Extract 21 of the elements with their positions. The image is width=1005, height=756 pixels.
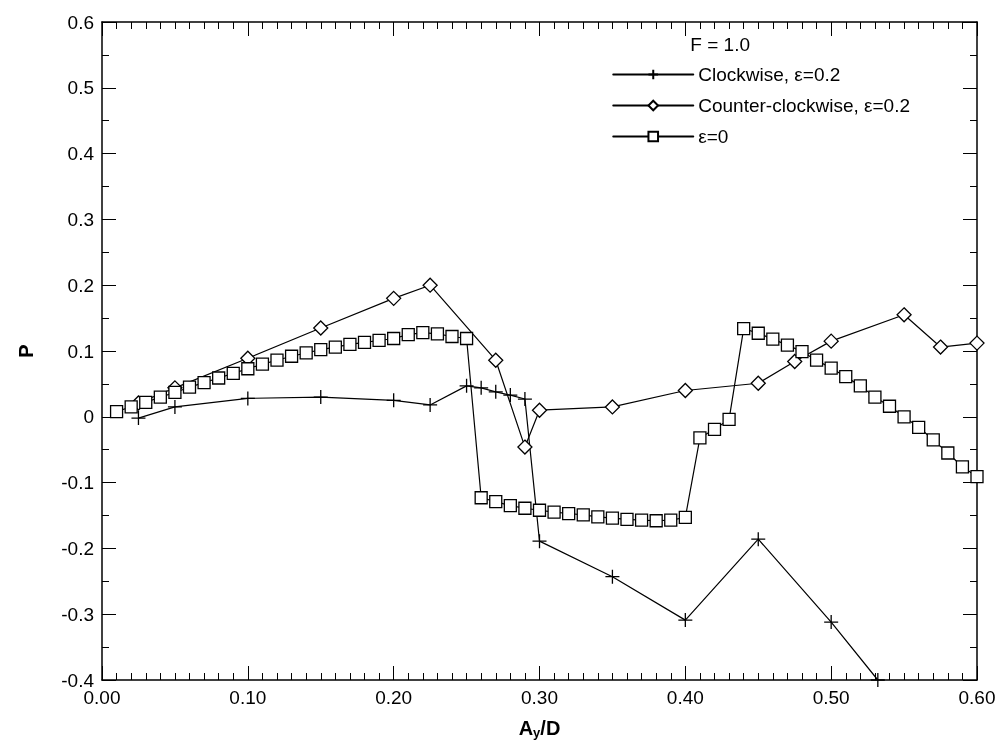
legend-title: F = 1.0: [690, 34, 750, 55]
y-tick-label: -0.2: [61, 537, 94, 559]
x-tick-label: 0.10: [229, 687, 267, 708]
y-axis-title: P: [15, 344, 37, 358]
y-tick-label: 0.1: [67, 340, 94, 362]
y-tick-label: 0.3: [67, 208, 94, 230]
x-tick-label: 0.60: [958, 687, 996, 708]
y-tick-label: 0: [83, 406, 94, 428]
x-tick-label: 0.20: [375, 687, 413, 708]
legend-label: ε=0: [698, 126, 729, 147]
x-tick-label: 0.30: [521, 687, 558, 708]
y-tick-label: 0.5: [67, 77, 94, 99]
y-tick-label: 0.2: [67, 274, 94, 296]
y-tick-label: -0.3: [61, 603, 94, 625]
x-tick-label: 0.50: [812, 687, 850, 708]
y-tick-label: 0.4: [67, 143, 95, 165]
y-tick-label: -0.1: [61, 472, 94, 494]
x-tick-label: 0.40: [666, 687, 704, 708]
legend-label: Counter-clockwise, ε=0.2: [698, 95, 911, 116]
y-tick-label: 0.6: [67, 11, 94, 33]
legend-label: Clockwise, ε=0.2: [698, 64, 841, 85]
